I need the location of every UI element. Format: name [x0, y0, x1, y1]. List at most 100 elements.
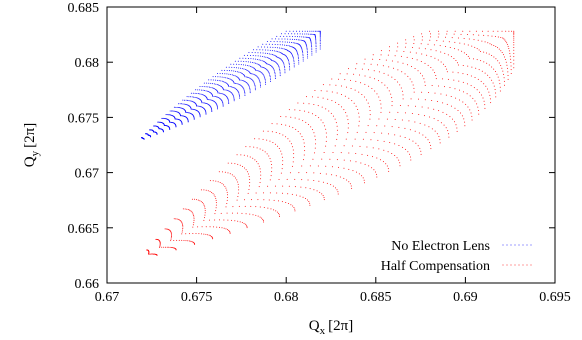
data-point	[228, 101, 230, 103]
data-point	[210, 92, 212, 94]
data-point	[174, 110, 176, 112]
data-point	[369, 114, 371, 116]
data-point	[176, 111, 178, 113]
data-point	[234, 75, 236, 77]
data-point	[367, 125, 369, 127]
data-point	[225, 206, 227, 208]
data-point	[187, 112, 189, 114]
data-point	[216, 105, 218, 107]
data-point	[188, 240, 190, 242]
data-point	[193, 96, 195, 98]
data-point	[363, 182, 365, 184]
data-point	[253, 49, 255, 51]
data-point	[176, 118, 178, 120]
data-point	[329, 84, 331, 86]
data-point	[219, 72, 221, 74]
data-point	[170, 240, 172, 242]
data-point	[322, 97, 324, 99]
data-point	[271, 167, 273, 169]
data-point	[193, 216, 195, 218]
data-point	[358, 91, 360, 93]
data-point	[265, 83, 267, 85]
data-point	[236, 88, 238, 90]
data-point	[249, 146, 251, 148]
data-point	[222, 88, 224, 90]
data-point	[195, 89, 197, 91]
data-point	[199, 89, 201, 91]
data-point	[249, 77, 251, 79]
data-point	[178, 239, 180, 241]
data-point	[202, 102, 204, 104]
data-point	[348, 152, 350, 154]
data-point	[218, 171, 220, 173]
data-point	[233, 175, 235, 177]
data-point	[316, 30, 318, 32]
data-point	[304, 30, 306, 32]
data-point	[429, 39, 431, 41]
data-point	[167, 114, 169, 116]
data-point	[368, 69, 370, 71]
data-point	[210, 79, 212, 81]
data-point	[475, 67, 477, 69]
y-tick-label: 0.68	[75, 56, 100, 71]
data-point	[284, 67, 286, 69]
data-point	[229, 173, 231, 175]
data-point	[218, 97, 220, 99]
data-point	[243, 54, 245, 56]
data-point	[255, 69, 257, 71]
data-point	[271, 131, 273, 133]
data-point	[391, 100, 393, 102]
data-point	[240, 154, 242, 156]
data-point	[196, 92, 198, 94]
data-point	[197, 199, 199, 201]
data-point	[272, 142, 274, 144]
y-tick-label: 0.665	[68, 222, 100, 237]
legend-marker	[518, 244, 520, 246]
data-point	[232, 95, 234, 97]
data-point	[471, 119, 473, 121]
data-point	[268, 72, 270, 74]
data-point	[434, 92, 436, 94]
data-point	[233, 74, 235, 76]
data-point	[249, 54, 251, 56]
data-point	[299, 36, 301, 38]
data-point	[301, 165, 303, 167]
data-point	[393, 67, 395, 69]
data-point	[499, 83, 501, 85]
data-point	[407, 151, 409, 153]
data-point	[297, 39, 299, 41]
data-point	[233, 100, 235, 102]
data-point	[460, 33, 462, 35]
data-point	[251, 61, 253, 63]
data-point	[458, 89, 460, 91]
data-point	[343, 159, 345, 161]
data-point	[473, 87, 475, 89]
data-point	[422, 134, 424, 136]
data-point	[246, 65, 248, 67]
data-point	[402, 94, 404, 96]
data-point	[424, 99, 426, 101]
data-point	[448, 136, 450, 138]
data-point	[283, 64, 285, 66]
data-point	[309, 202, 311, 204]
data-point	[284, 54, 286, 56]
data-point	[207, 103, 209, 105]
data-point	[270, 58, 272, 60]
data-point	[386, 165, 388, 167]
data-point	[449, 46, 451, 48]
data-point	[211, 237, 213, 239]
data-point	[454, 30, 456, 32]
data-point	[294, 39, 296, 40]
data-point	[301, 36, 303, 38]
data-point	[385, 163, 387, 165]
data-point	[323, 197, 325, 199]
data-point	[310, 42, 312, 44]
data-point	[437, 36, 439, 38]
data-point	[279, 133, 281, 135]
data-point	[240, 85, 242, 87]
data-point	[466, 34, 468, 36]
data-point	[281, 60, 283, 62]
data-point	[315, 44, 317, 46]
data-point	[257, 76, 259, 78]
data-point	[385, 59, 387, 61]
